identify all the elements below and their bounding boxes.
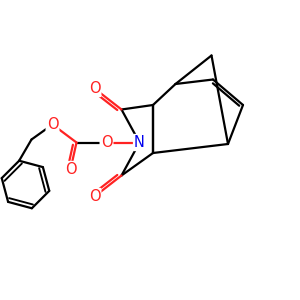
Text: N: N: [134, 135, 145, 150]
Text: O: O: [89, 81, 100, 96]
Text: O: O: [89, 189, 100, 204]
Text: O: O: [65, 162, 76, 177]
Text: O: O: [101, 135, 112, 150]
Text: O: O: [47, 117, 58, 132]
